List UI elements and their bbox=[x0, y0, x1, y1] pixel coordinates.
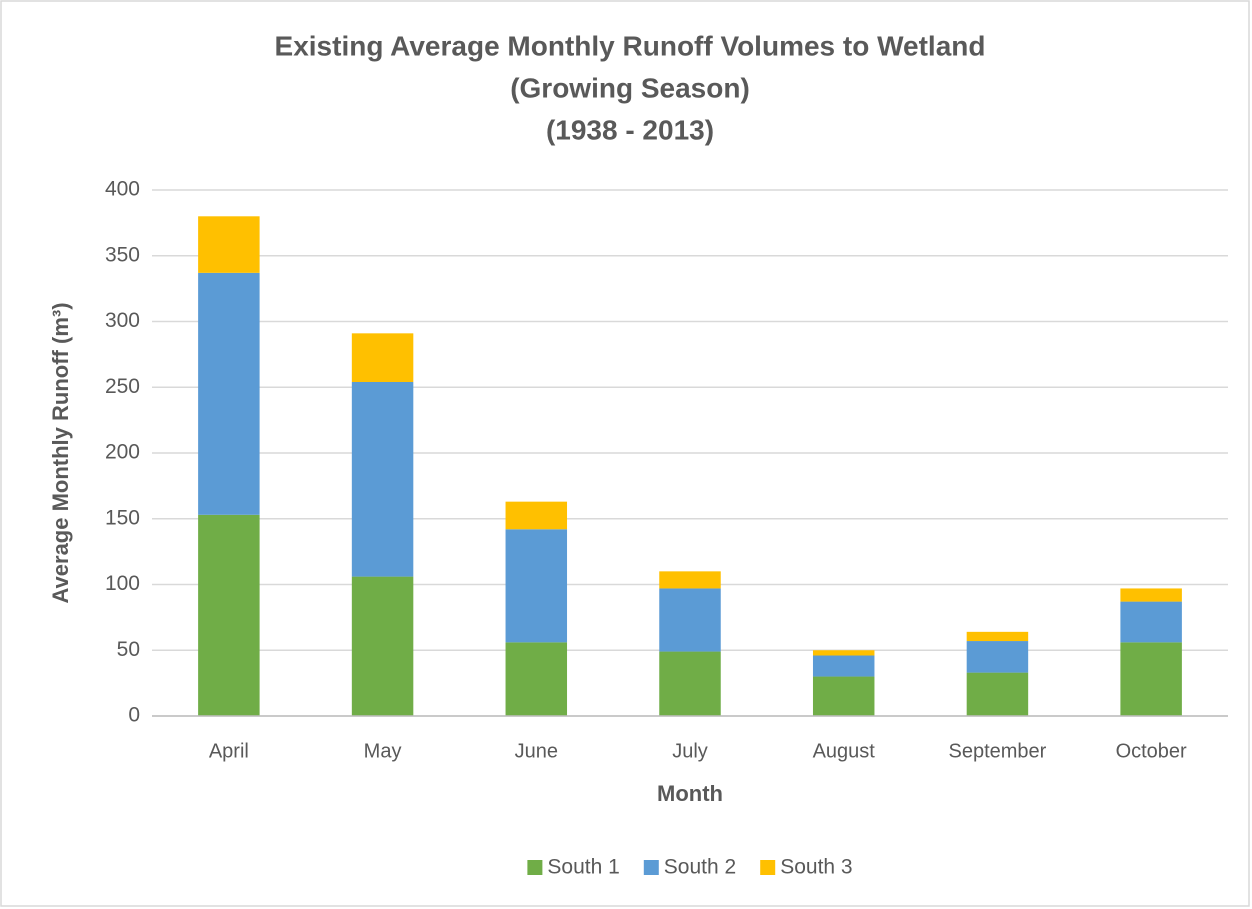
y-tick-label: 50 bbox=[117, 638, 140, 661]
x-tick-label: June bbox=[515, 740, 558, 762]
legend-swatch bbox=[643, 860, 659, 875]
bar-segment bbox=[966, 672, 1029, 716]
y-tick-label: 350 bbox=[105, 243, 140, 266]
bar-segment bbox=[812, 650, 875, 656]
bar-segment bbox=[505, 529, 568, 643]
legend-swatch bbox=[760, 860, 776, 875]
y-axis-label: Average Monthly Runoff (m³) bbox=[48, 302, 73, 603]
x-tick-label: September bbox=[949, 740, 1047, 762]
bar-segment bbox=[351, 381, 414, 577]
legend-label: South 3 bbox=[780, 856, 852, 879]
bar-segment bbox=[812, 655, 875, 677]
bar-segment bbox=[659, 571, 721, 589]
legend-swatch bbox=[527, 860, 543, 875]
bar-segment bbox=[198, 514, 260, 716]
bar-segment bbox=[505, 501, 568, 530]
bar-segment bbox=[966, 631, 1029, 642]
y-tick-label: 150 bbox=[105, 506, 140, 529]
bar-segment bbox=[1120, 642, 1182, 716]
chart-title: (1938 - 2013) bbox=[546, 114, 714, 145]
x-tick-label: April bbox=[209, 740, 249, 762]
y-tick-label: 250 bbox=[105, 375, 140, 398]
bar-segment bbox=[198, 216, 260, 273]
y-tick-label: 0 bbox=[128, 704, 140, 727]
bar-segment bbox=[351, 333, 414, 382]
chart-title: (Growing Season) bbox=[510, 72, 750, 103]
bar-segment bbox=[1120, 588, 1182, 602]
y-tick-label: 100 bbox=[105, 572, 140, 595]
x-tick-label: October bbox=[1116, 740, 1187, 762]
bar-segment bbox=[966, 641, 1029, 673]
x-tick-label: July bbox=[672, 740, 708, 762]
bar-segment bbox=[659, 588, 721, 652]
bar-segment bbox=[1120, 601, 1182, 643]
y-tick-label: 300 bbox=[105, 309, 140, 332]
x-tick-label: May bbox=[364, 740, 402, 762]
legend-label: South 2 bbox=[664, 856, 736, 879]
bar-segment bbox=[351, 576, 414, 716]
y-tick-label: 400 bbox=[105, 178, 140, 201]
legend-label: South 1 bbox=[547, 856, 619, 879]
bar-segment bbox=[198, 272, 260, 515]
x-axis-label: Month bbox=[657, 781, 723, 806]
x-tick-label: August bbox=[813, 740, 876, 762]
y-tick-label: 200 bbox=[105, 441, 140, 464]
chart-title: Existing Average Monthly Runoff Volumes … bbox=[275, 30, 986, 61]
bar-segment bbox=[505, 642, 568, 716]
bar-segment bbox=[812, 676, 875, 716]
bar-segment bbox=[659, 651, 721, 716]
